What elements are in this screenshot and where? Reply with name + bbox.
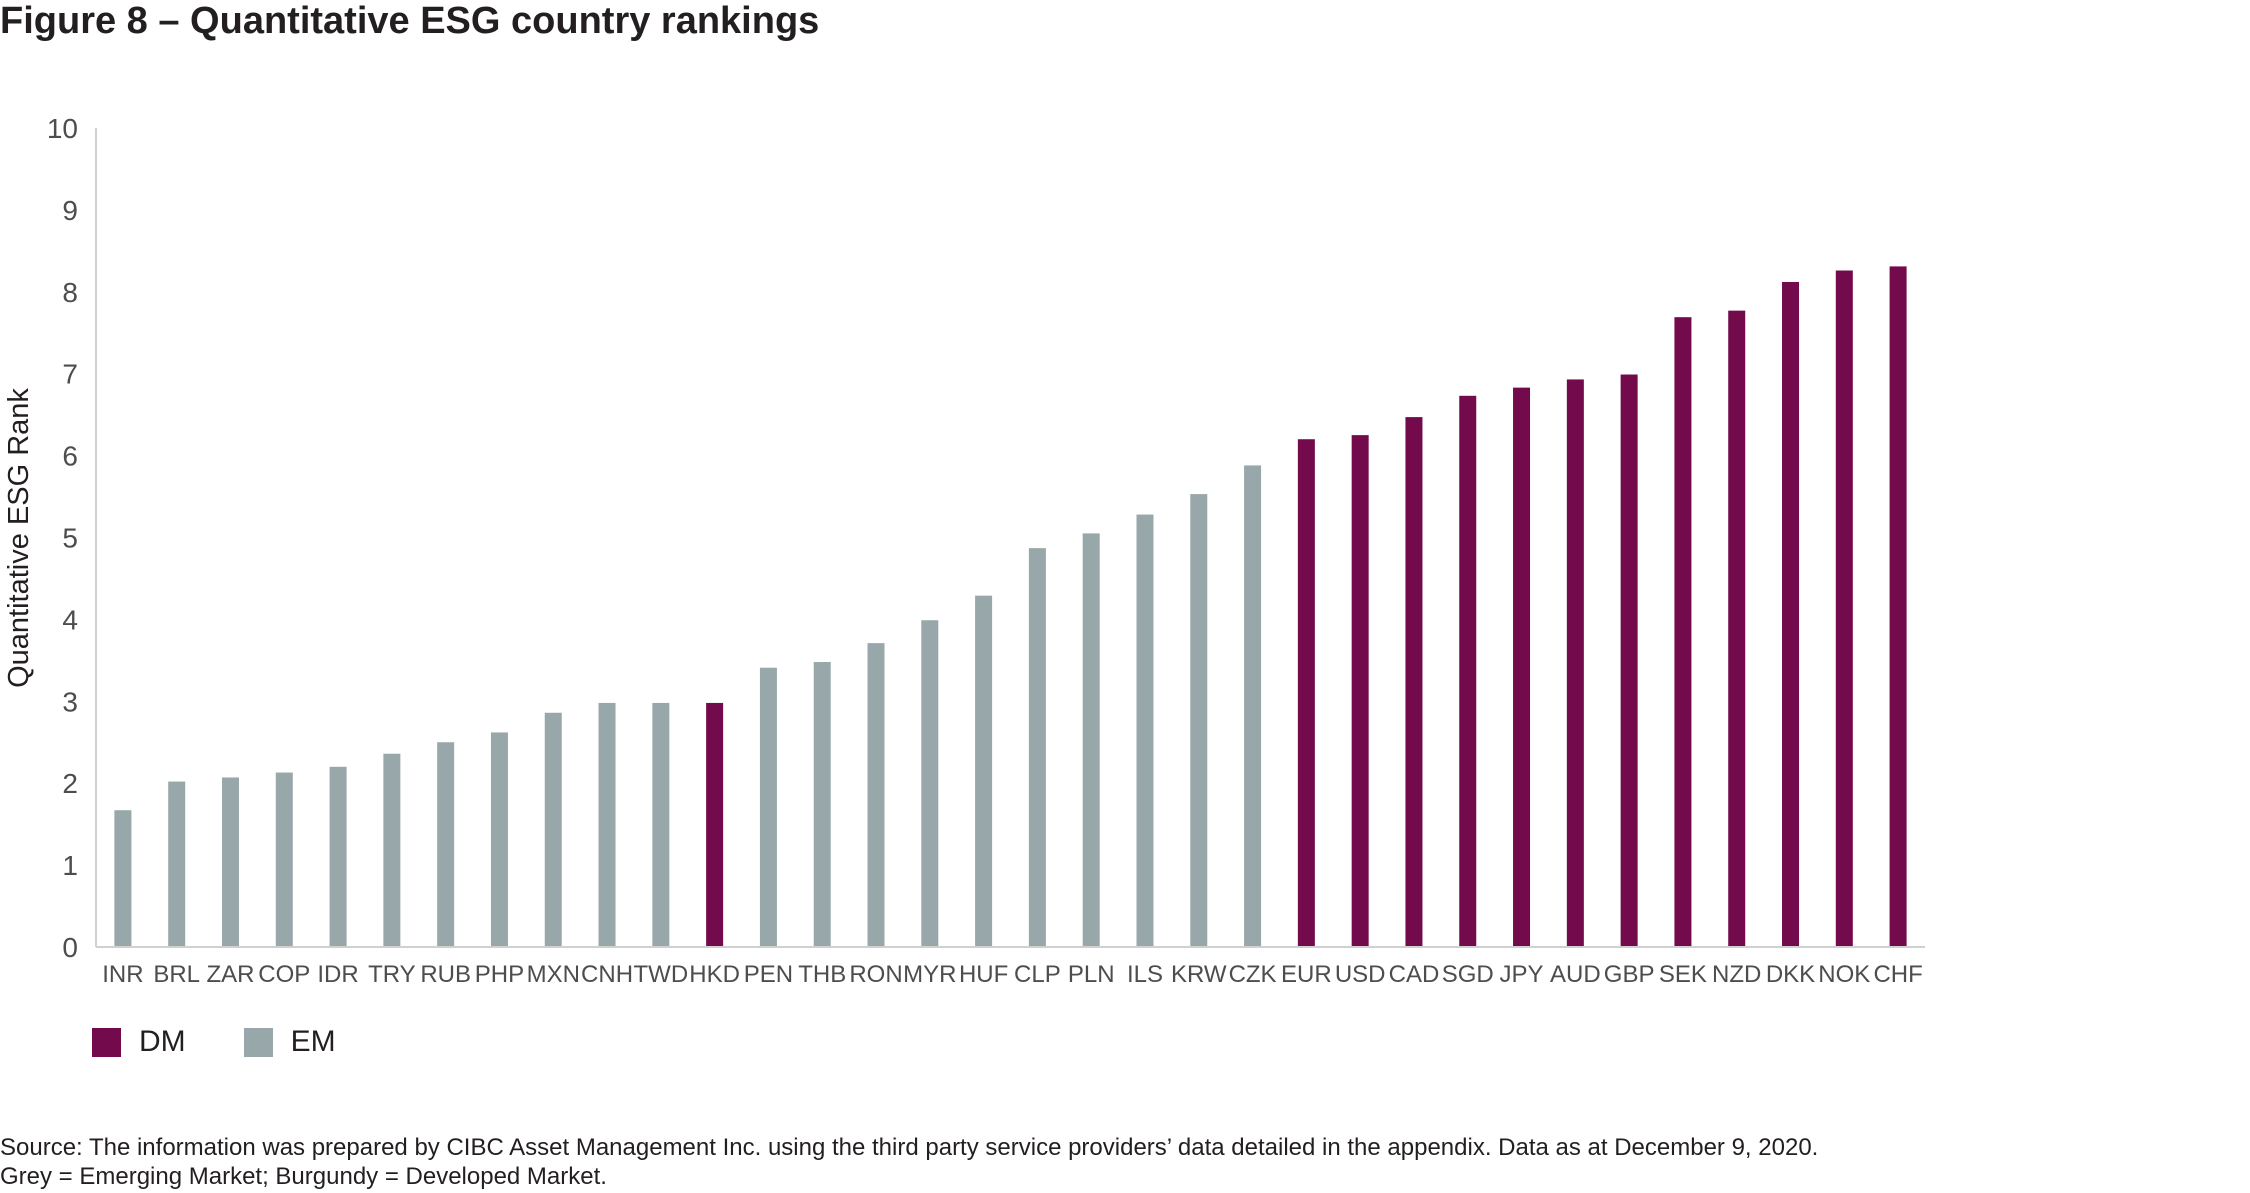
bar-usd — [1351, 435, 1369, 947]
y-tick-label: 9 — [62, 195, 78, 226]
x-tick-label-try: TRY — [368, 961, 416, 988]
bar-eur — [1297, 439, 1315, 947]
bars — [114, 266, 1907, 948]
x-tick-label-myr: MYR — [903, 961, 956, 988]
x-tick-label-dkk: DKK — [1766, 961, 1815, 988]
bar-aud — [1566, 379, 1584, 948]
y-tick-label: 0 — [62, 932, 78, 963]
axes — [95, 128, 1925, 948]
bar-cad — [1405, 417, 1423, 947]
bar-inr — [114, 810, 132, 947]
bar-ron — [867, 643, 885, 947]
y-tick-label: 8 — [62, 277, 78, 308]
legend-swatch-em — [243, 1027, 273, 1057]
x-tick-label-huf: HUF — [959, 961, 1008, 988]
x-tick-label-aud: AUD — [1550, 961, 1601, 988]
x-tick-label-cnh: CNH — [581, 961, 633, 988]
bar-myr — [921, 620, 939, 947]
x-tick-label-clp: CLP — [1014, 961, 1061, 988]
source-line-2: Grey = Emerging Market; Burgundy = Devel… — [0, 1163, 607, 1190]
bar-zar — [221, 777, 239, 947]
x-tick-label-zar: ZAR — [206, 961, 254, 988]
x-tick-label-nok: NOK — [1818, 961, 1870, 988]
bar-huf — [975, 595, 993, 947]
y-tick-label: 2 — [62, 768, 78, 799]
x-tick-label-thb: THB — [798, 961, 846, 988]
x-tick-label-php: PHP — [475, 961, 524, 988]
x-axis-ticks: INR BRL ZAR COP IDR TRY RUB PHP MXN CNH TWD HKD PEN T… — [102, 961, 1923, 988]
bar-clp — [1028, 548, 1046, 947]
x-tick-label-ils: ILS — [1127, 961, 1163, 988]
source-line-1: Source: The information was prepared by … — [0, 1134, 1819, 1161]
chart-title: Figure 8 – Quantitative ESG country rank… — [0, 0, 820, 42]
x-tick-label-nzd: NZD — [1712, 961, 1761, 988]
x-tick-label-usd: USD — [1335, 961, 1386, 988]
bar-pln — [1082, 533, 1100, 947]
bar-cnh — [598, 702, 616, 947]
x-tick-label-krw: KRW — [1171, 961, 1227, 988]
bar-krw — [1190, 494, 1208, 947]
x-tick-label-eur: EUR — [1281, 961, 1332, 988]
bar-dkk — [1782, 281, 1800, 947]
bar-nok — [1835, 270, 1853, 948]
bar-idr — [329, 766, 347, 947]
bar-try — [383, 753, 401, 947]
x-tick-label-twd: TWD — [634, 961, 689, 988]
x-tick-label-cad: CAD — [1389, 961, 1440, 988]
x-tick-label-inr: INR — [102, 961, 143, 988]
y-axis-ticks: 0 1 2 3 4 5 6 7 8 9 10 — [47, 113, 78, 963]
legend-label-dm: DM — [139, 1025, 186, 1058]
x-tick-label-sgd: SGD — [1442, 961, 1494, 988]
x-tick-label-hkd: HKD — [689, 961, 740, 988]
bar-gbp — [1620, 374, 1638, 947]
legend-swatch-dm — [92, 1027, 121, 1057]
x-tick-label-ron: RON — [849, 961, 902, 988]
x-tick-label-cop: COP — [258, 961, 310, 988]
y-tick-label: 6 — [62, 441, 78, 472]
legend-label-em: EM — [290, 1025, 336, 1058]
x-tick-label-chf: CHF — [1873, 961, 1922, 988]
y-tick-label: 7 — [62, 359, 78, 390]
x-tick-label-brl: BRL — [153, 961, 200, 988]
y-tick-label: 5 — [62, 523, 78, 554]
bar-chf — [1889, 266, 1907, 947]
x-tick-label-rub: RUB — [420, 961, 471, 988]
x-tick-label-pln: PLN — [1068, 961, 1115, 988]
bar-sek — [1674, 317, 1692, 948]
x-tick-label-gbp: GBP — [1604, 961, 1655, 988]
x-tick-label-mxn: MXN — [527, 961, 580, 988]
bar-ils — [1136, 514, 1154, 947]
bar-nzd — [1728, 310, 1746, 948]
x-tick-label-idr: IDR — [317, 961, 358, 988]
bar-jpy — [1513, 387, 1531, 947]
y-axis-label-group: Quantitative ESG Rank — [3, 388, 35, 688]
y-tick-label: 3 — [62, 686, 78, 717]
legend: DM EM — [92, 1025, 394, 1059]
bar-thb — [813, 661, 831, 947]
bar-rub — [437, 742, 455, 947]
bar-brl — [168, 781, 186, 947]
source-note: Source: The information was prepared by … — [0, 1133, 1818, 1191]
y-tick-label: 4 — [62, 604, 78, 635]
bar-php — [490, 732, 508, 947]
bar-hkd — [706, 702, 724, 947]
bar-czk — [1244, 465, 1262, 947]
y-tick-label: 1 — [62, 850, 78, 881]
bar-mxn — [544, 712, 562, 947]
y-tick-label: 10 — [47, 113, 78, 144]
x-tick-label-sek: SEK — [1659, 961, 1707, 988]
bar-cop — [275, 772, 293, 947]
y-axis-label: Quantitative ESG Rank — [3, 388, 35, 688]
bar-sgd — [1459, 395, 1477, 947]
x-tick-label-jpy: JPY — [1500, 961, 1544, 988]
legend-item-em: EM — [243, 1025, 336, 1059]
legend-item-dm: DM — [92, 1025, 186, 1059]
x-tick-label-pen: PEN — [744, 961, 793, 988]
x-tick-label-czk: CZK — [1229, 961, 1277, 988]
bar-pen — [759, 667, 777, 947]
bar-twd — [652, 702, 670, 947]
